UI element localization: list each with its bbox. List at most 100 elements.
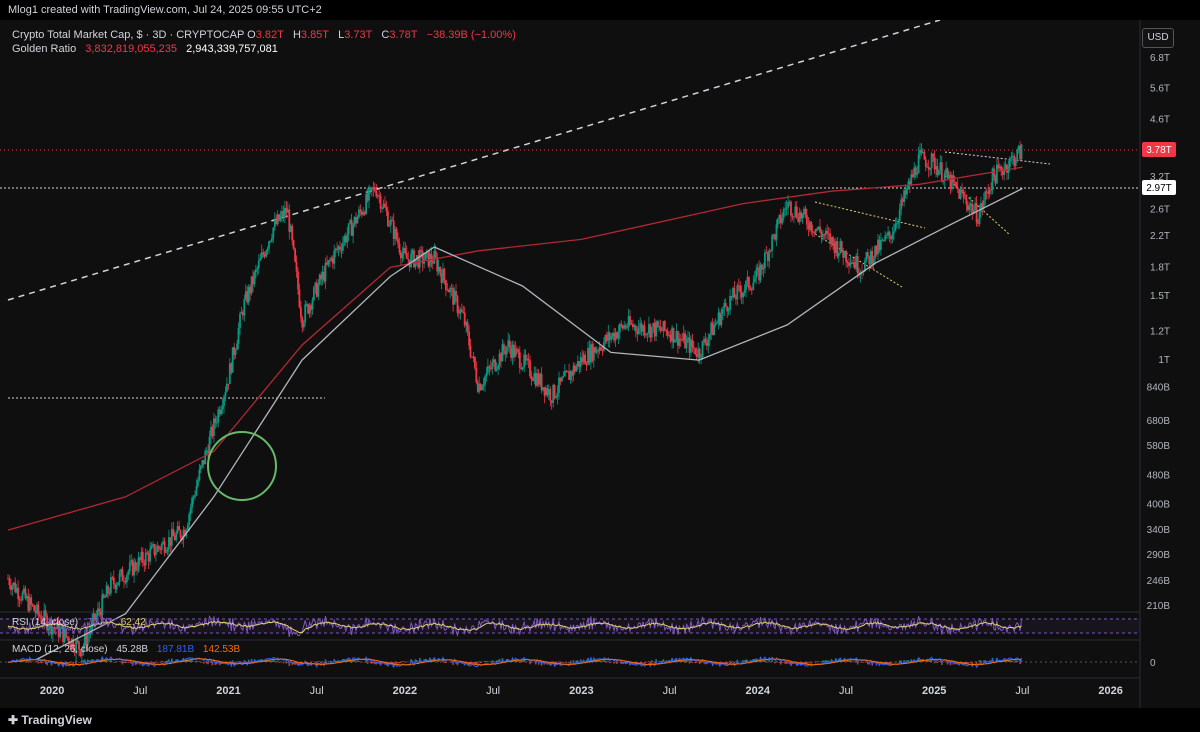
candle (534, 366, 537, 389)
macd-bar (152, 662, 154, 663)
macd-bar (595, 660, 598, 662)
wedge-upper-line[interactable] (814, 201, 926, 229)
candle-body (884, 235, 887, 241)
candle-body (605, 335, 608, 341)
candle-body (488, 366, 491, 368)
candle-body (73, 649, 76, 653)
candle-body (1003, 168, 1005, 175)
candle (253, 270, 256, 288)
candle-body (147, 553, 150, 562)
candle-body (302, 322, 305, 328)
macd-bar (785, 662, 788, 664)
candle-body (904, 190, 907, 195)
triangle-lower-line[interactable] (944, 175, 1011, 236)
candle-body (607, 332, 610, 341)
candle-body (613, 332, 615, 341)
macd-bar (375, 662, 378, 665)
macd-bar (95, 659, 98, 662)
candle-body (346, 234, 349, 243)
candle (755, 264, 758, 285)
macd-bar (806, 662, 808, 665)
macd-bar (565, 662, 567, 663)
moving-average-long[interactable] (7, 166, 1023, 531)
tradingview-logo[interactable]: ✚ TradingView (8, 713, 92, 727)
candle (526, 354, 528, 365)
price-chart[interactable]: 6.8T5.6T4.6T3.2T2.6T2.2T1.8T1.5T1.2T1T84… (0, 19, 1200, 708)
candle-body (740, 292, 743, 298)
candle-body (54, 628, 57, 630)
candle (849, 255, 852, 269)
candle-body (324, 262, 327, 282)
candle (214, 415, 217, 429)
triangle-upper-line[interactable] (944, 151, 1051, 165)
macd-line[interactable] (7, 655, 1022, 669)
candle-body (137, 557, 140, 571)
macd-bar (329, 661, 331, 662)
candle (653, 318, 656, 342)
candle-body (430, 253, 433, 262)
candle (833, 238, 836, 260)
candle-body (250, 276, 253, 294)
candle (237, 322, 240, 350)
candle-body (239, 313, 241, 328)
currency-button[interactable]: USD (1142, 28, 1174, 48)
macd-bar (643, 662, 646, 665)
golden-ratio-label[interactable]: Golden Ratio (12, 43, 77, 55)
rsi-ma-line[interactable] (7, 620, 1022, 634)
credit-text: Mlog1 created with TradingView.com, Jul … (8, 4, 322, 16)
candle-body (592, 347, 595, 361)
candle-body (1019, 146, 1021, 160)
footer-bar: ✚ TradingView (0, 708, 1200, 732)
time-axis[interactable]: 2020 Jul 2021 Jul 2022 Jul 2023 Jul 2024 Jul 2025 J… (40, 685, 1123, 697)
candle-body (853, 262, 856, 269)
candle-body (556, 392, 559, 397)
candle (189, 503, 192, 521)
candle-body (202, 460, 205, 465)
macd-bar (162, 661, 164, 662)
candle (719, 309, 721, 327)
candle-body (269, 240, 272, 242)
price-axis[interactable]: 6.8T5.6T4.6T3.2T2.6T2.2T1.8T1.5T1.2T1T84… (1147, 53, 1171, 612)
candle-body (623, 325, 626, 329)
candle-body (226, 383, 228, 392)
rsi-label[interactable]: RSI (14, close) (12, 617, 79, 628)
candle (829, 228, 831, 251)
candle-body (514, 348, 517, 357)
candle-body (996, 164, 998, 184)
candle (220, 405, 222, 416)
candle-body (574, 365, 576, 372)
macd-bar (517, 661, 520, 662)
highlight-circle[interactable] (207, 431, 277, 501)
candle (714, 318, 717, 328)
candle-body (666, 331, 669, 336)
macd-bar (27, 662, 30, 663)
candle-body (829, 233, 831, 244)
macd-bar (651, 660, 653, 662)
macd-bar (771, 660, 773, 662)
candle-body (159, 548, 162, 550)
candle (868, 255, 871, 272)
candle-body (433, 251, 436, 264)
candle-body (608, 332, 611, 340)
candle (176, 521, 179, 535)
candle-body (337, 246, 340, 250)
macd-bar (204, 661, 206, 662)
candle-body (108, 593, 111, 595)
macd-bar (11, 660, 14, 662)
candle (197, 476, 199, 488)
chart-area[interactable]: 6.8T 5.6T 4.6T 3.2T 2.6T 2.2T 1.8T 1.5T 1.2T 1T 84… (0, 19, 1200, 708)
macd-bar (192, 661, 195, 662)
candle-body (36, 604, 38, 614)
macd-label[interactable]: MACD (12, 26, close) (12, 644, 108, 655)
candle (906, 185, 908, 200)
macd-signal-line[interactable] (7, 658, 1022, 666)
macd-bar (43, 661, 45, 662)
moving-average-short[interactable] (37, 187, 1023, 660)
macd-bar (640, 662, 643, 665)
symbol-name[interactable]: Crypto Total Market Cap, $ · 3D · CRYPTO… (12, 29, 245, 41)
candle (410, 248, 412, 269)
candle-body (640, 323, 643, 332)
trend-line[interactable] (7, 19, 941, 301)
macd-bar (622, 662, 624, 665)
candle-body (102, 594, 105, 598)
